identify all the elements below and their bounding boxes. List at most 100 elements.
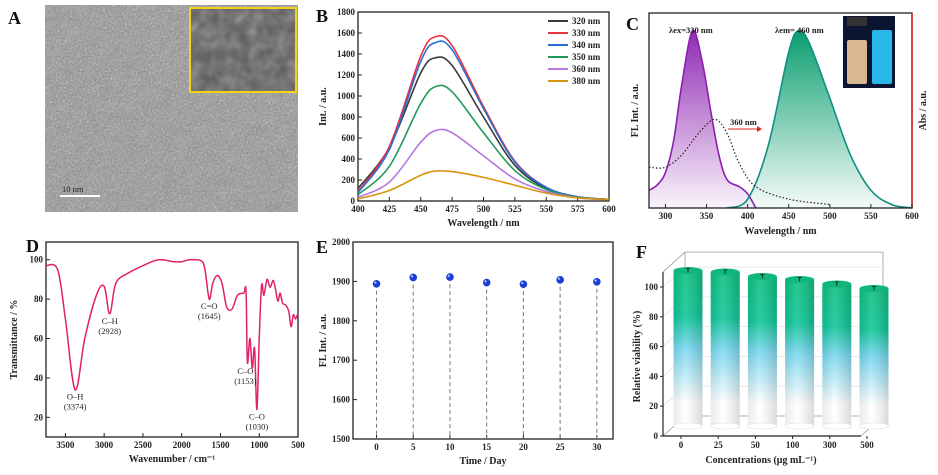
panel-c-xtick-label: 500 — [823, 211, 837, 221]
tem-inset-border — [189, 7, 297, 93]
legend-label: 350 nm — [572, 52, 601, 62]
panel-b-ytick-label: 1200 — [337, 70, 356, 80]
panel-f-xtick-label: 25 — [714, 440, 724, 450]
panel-b-xtick-label: 475 — [445, 204, 459, 214]
scale-bar-label: 10 nm — [62, 184, 84, 194]
error-bar — [723, 269, 728, 275]
data-point — [482, 278, 491, 287]
peak-value: (3374) — [64, 402, 87, 412]
legend-label: 320 nm — [572, 16, 601, 26]
panel-c-xtick-label: 300 — [659, 211, 673, 221]
ir-spectrum-line — [45, 258, 299, 411]
panel-c-xlabel: Wavelength / nm — [744, 226, 817, 237]
shift-label: 360 nm — [730, 117, 757, 127]
panel-f-xtick-label: 50 — [751, 440, 761, 450]
panel-b-xtick-label: 450 — [414, 204, 428, 214]
panel-e-ytick-label: 2000 — [332, 237, 351, 247]
panel-e-xtick-label: 0 — [374, 442, 379, 452]
panel-d-ytick-label: 100 — [30, 255, 44, 265]
legend-label: 360 nm — [572, 64, 601, 74]
error-bar — [686, 268, 690, 273]
panel-f-xtick-label: 100 — [786, 440, 800, 450]
panel-label-f: F — [636, 242, 647, 262]
panel-e-xtick-label: 25 — [556, 442, 566, 452]
data-point-highlight — [410, 275, 414, 278]
panel-f-ytick-label: 0 — [654, 431, 659, 441]
panel-e-ytick-label: 1700 — [332, 355, 351, 365]
peak-value: (1645) — [198, 311, 221, 321]
error-bar — [834, 281, 839, 286]
panel-e-xtick-label: 20 — [519, 442, 529, 452]
shift-arrowhead — [757, 126, 762, 132]
series-line-360-nm — [357, 128, 610, 201]
bar-shading — [747, 276, 777, 426]
panel-b-xtick-label: 400 — [351, 204, 365, 214]
panel-c-xtick-label: 600 — [905, 211, 919, 221]
panel-f-ytick-label: 40 — [649, 371, 659, 381]
panel-label-d: D — [26, 236, 39, 256]
panel-label-b: B — [316, 6, 328, 26]
peak-value: (1153) — [234, 376, 257, 386]
panel-f-xtick-label: 300 — [823, 440, 837, 450]
data-point-highlight — [594, 279, 597, 282]
panel-e-frame — [352, 241, 614, 440]
vial-cap — [847, 17, 867, 26]
panel-e-ylabel: FL Int. / a.u. — [318, 313, 329, 367]
data-point — [519, 280, 528, 288]
gridline — [662, 266, 883, 288]
peak-label: C–O — [249, 411, 265, 421]
panel-f-ytick-label: 80 — [649, 312, 659, 322]
panel-f-xtick-label: 500 — [860, 440, 874, 450]
panel-e-ytick-label: 1900 — [332, 276, 351, 286]
panel-b-ytick-label: 0 — [351, 196, 356, 206]
panel-c-xtick-label: 450 — [782, 211, 796, 221]
error-bar — [797, 277, 802, 282]
panel-b-xtick-label: 550 — [540, 204, 554, 214]
panel-f-xtick-label: 0 — [679, 440, 684, 450]
vial-uv — [872, 30, 892, 84]
emission-label: λem= 460 nm — [775, 25, 824, 35]
panel-d-frame — [45, 241, 299, 438]
series-line-340-nm — [357, 40, 610, 201]
panel-b-ytick-label: 800 — [342, 112, 356, 122]
excitation-line — [648, 29, 757, 209]
panel-d-xtick-label: 1000 — [250, 440, 269, 450]
data-point — [593, 277, 601, 286]
panel-b-ytick-label: 200 — [342, 175, 356, 185]
legend-label: 380 nm — [572, 76, 601, 86]
panel-f-ytick-label: 20 — [649, 401, 659, 411]
bar-base — [710, 422, 741, 430]
series-line-380-nm — [357, 169, 610, 201]
panel-c-xtick-label: 400 — [741, 211, 755, 221]
panel-b-xtick-label: 575 — [571, 204, 585, 214]
panel-d-xlabel: Wavenumber / cm⁻¹ — [129, 454, 215, 465]
bar-shading — [859, 288, 889, 426]
bar-shading — [785, 279, 815, 426]
panel-b-xtick-label: 600 — [602, 204, 616, 214]
peak-label: C–O — [237, 366, 253, 376]
panel-b-ylabel: Int. / a.u. — [318, 87, 329, 126]
panel-d-ytick-label: 20 — [34, 412, 44, 422]
panel-e-xtick-label: 5 — [411, 442, 416, 452]
panel-b-xtick-label: 525 — [508, 204, 522, 214]
panel-d-ytick-label: 40 — [34, 373, 44, 383]
legend-label: 330 nm — [572, 28, 601, 38]
series-line-350-nm — [357, 84, 610, 201]
panel-b-ytick-label: 1400 — [337, 49, 356, 59]
panel-c-ylabel: FL Int. / a.u. — [630, 83, 641, 137]
panel-f-ytick-label: 60 — [649, 342, 659, 352]
panel-b-xtick-label: 500 — [477, 204, 491, 214]
vial-daylight — [847, 40, 867, 84]
panel-d-ytick-label: 80 — [34, 294, 44, 304]
panel-d-xtick-label: 2000 — [173, 440, 192, 450]
bar-shading — [673, 270, 703, 426]
panel-e-ytick-label: 1500 — [332, 434, 351, 444]
peak-label: C–H — [102, 316, 118, 326]
data-point — [556, 276, 564, 284]
data-point-highlight — [447, 274, 450, 278]
panel-e-xtick-label: 15 — [482, 442, 492, 452]
panel-b-ytick-label: 1600 — [337, 28, 356, 38]
panel-d-xtick-label: 3500 — [56, 440, 75, 450]
panel-e-xlabel: Time / Day — [459, 456, 506, 467]
